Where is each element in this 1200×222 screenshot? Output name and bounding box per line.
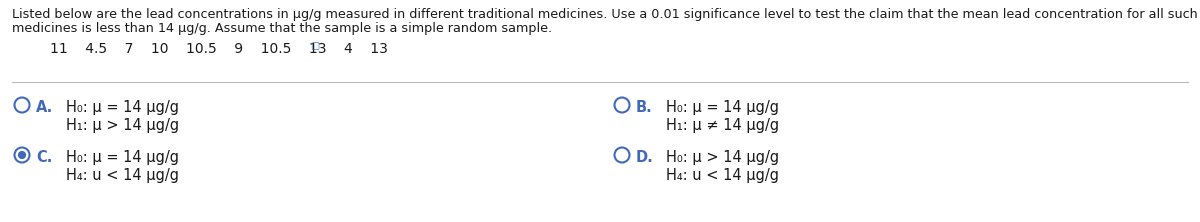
Text: H₁: μ ≠ 14 μg/g: H₁: μ ≠ 14 μg/g: [666, 118, 779, 133]
Text: H₀: μ > 14 μg/g: H₀: μ > 14 μg/g: [666, 150, 779, 165]
Text: ▢: ▢: [310, 41, 319, 51]
Text: 11    4.5    7    10    10.5    9    10.5    13    4    13: 11 4.5 7 10 10.5 9 10.5 13 4 13: [50, 42, 388, 56]
Text: D.: D.: [636, 150, 654, 165]
Text: H₀: μ = 14 μg/g: H₀: μ = 14 μg/g: [66, 100, 179, 115]
Text: medicines is less than 14 μg/g. Assume that the sample is a simple random sample: medicines is less than 14 μg/g. Assume t…: [12, 22, 552, 35]
Text: H₄: u < 14 μg/g: H₄: u < 14 μg/g: [666, 168, 779, 183]
Text: H₄: u < 14 μg/g: H₄: u < 14 μg/g: [66, 168, 179, 183]
Text: H₀: μ = 14 μg/g: H₀: μ = 14 μg/g: [666, 100, 779, 115]
Text: H₁: μ > 14 μg/g: H₁: μ > 14 μg/g: [66, 118, 179, 133]
Text: C.: C.: [36, 150, 53, 165]
Text: B.: B.: [636, 100, 653, 115]
Text: Listed below are the lead concentrations in μg/g measured in different tradition: Listed below are the lead concentrations…: [12, 8, 1198, 21]
Text: A.: A.: [36, 100, 53, 115]
Text: H₀: μ = 14 μg/g: H₀: μ = 14 μg/g: [66, 150, 179, 165]
Circle shape: [18, 151, 26, 159]
